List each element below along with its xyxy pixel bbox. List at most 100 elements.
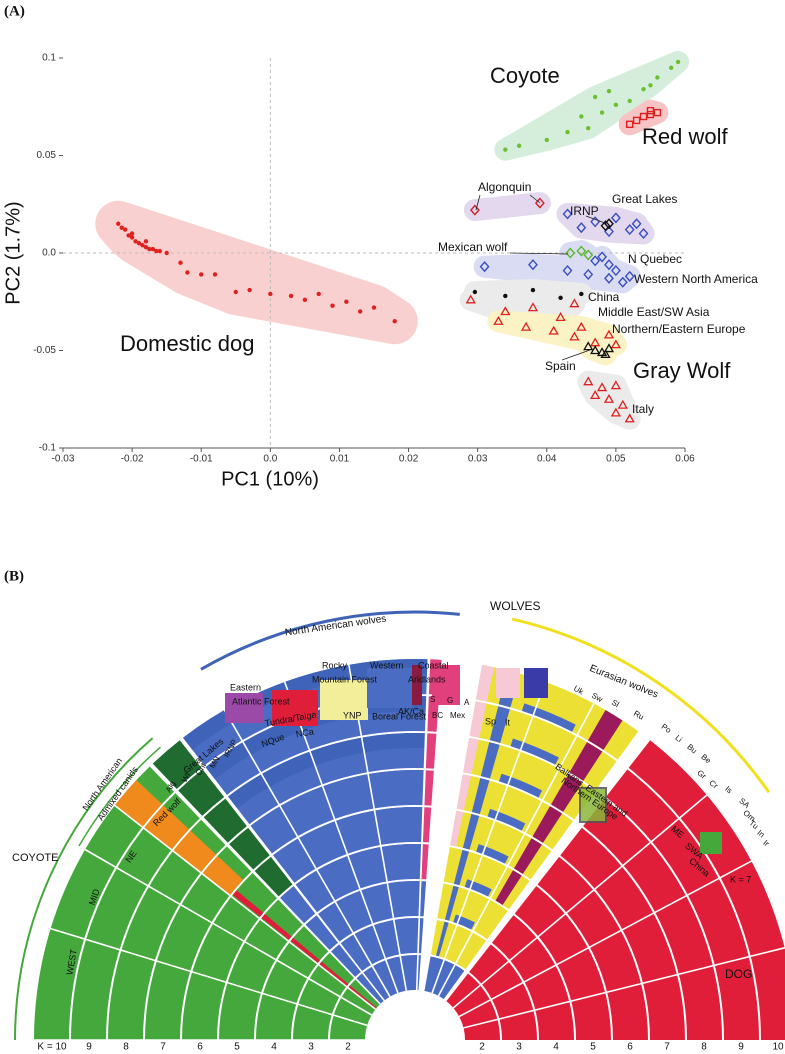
admixture-segment: [588, 710, 623, 750]
point: [143, 239, 149, 244]
admixture-segment: [489, 706, 510, 743]
admixture-segment: [468, 701, 487, 738]
y-axis-label: PC2 (1.7%): [2, 201, 24, 304]
separator: [431, 678, 548, 994]
admixture-segment: [108, 819, 227, 1040]
separator: [437, 700, 596, 997]
series-label: IRNP: [570, 204, 599, 218]
separator: [147, 763, 381, 1005]
point: [520, 321, 532, 331]
point: [123, 227, 128, 232]
point: [627, 98, 632, 104]
admixture-segment: [605, 768, 759, 1040]
diagram-label: Sw: [590, 691, 604, 704]
point: [472, 289, 478, 295]
point: [562, 264, 573, 277]
point: [178, 260, 183, 265]
inset-block: [320, 680, 368, 720]
point: [600, 349, 611, 359]
point: [565, 247, 576, 259]
point: [675, 59, 681, 65]
point: [624, 224, 635, 236]
point: [185, 270, 190, 275]
k-label: 6: [197, 1042, 203, 1053]
separator: [443, 728, 642, 1001]
x-axis-label: PC1 (10%): [221, 468, 319, 490]
admixture-segment: [536, 856, 648, 1040]
admixture-segment: [514, 885, 611, 1040]
admixture-segment: [178, 768, 225, 816]
diagram-label: S: [430, 695, 435, 704]
admixture-segment: [330, 978, 381, 1040]
point: [624, 413, 635, 423]
diagram-label: Tu: [747, 818, 760, 831]
point: [579, 291, 584, 297]
point: [500, 306, 511, 316]
group-arc: [14, 737, 154, 1041]
point: [527, 302, 539, 312]
admixture-segment: [449, 810, 464, 847]
k-label: 7: [664, 1042, 670, 1053]
point: [632, 116, 641, 125]
marks: [116, 59, 681, 423]
group-arc: [78, 746, 161, 847]
k-label: 7: [160, 1042, 166, 1053]
diagram-label: Mountain Forest: [312, 674, 378, 684]
k-label: 3: [308, 1042, 314, 1053]
point: [516, 143, 522, 148]
admixture-segment: [229, 827, 271, 870]
diagram-label: K = 7: [730, 874, 751, 884]
x-tick-label: 0.02: [399, 454, 419, 465]
admixture-segment: [532, 806, 563, 843]
series-label: Great Lakes: [612, 192, 677, 206]
diagram-label: Coastal: [418, 660, 449, 670]
point: [157, 248, 162, 254]
diagram-label: BC: [432, 711, 443, 720]
leader-line: [475, 194, 481, 211]
point: [586, 126, 591, 131]
admixture-segment: [419, 881, 427, 917]
point: [503, 293, 508, 299]
admixture-segment: [436, 921, 449, 957]
point: [469, 204, 480, 216]
group-hull: [473, 253, 641, 294]
separator: [445, 736, 653, 1002]
separator: [111, 802, 377, 1010]
point: [392, 319, 397, 324]
point: [638, 227, 649, 240]
point: [604, 272, 614, 284]
point: [154, 248, 159, 254]
admixture-segment: [290, 937, 321, 963]
point: [646, 106, 655, 115]
point: [129, 231, 135, 236]
inset-block: [700, 832, 722, 854]
k-label: 6: [627, 1042, 633, 1053]
separator: [463, 946, 785, 1029]
diagram-label: Cr: [707, 778, 720, 791]
k-label: 4: [271, 1042, 277, 1053]
admixture-segment: [293, 952, 355, 1040]
diagram-label: Bu: [685, 742, 698, 755]
series-label: Middle East/SW Asia: [598, 305, 710, 319]
inset-block: [496, 668, 520, 698]
admixture-segment: [427, 696, 439, 732]
diagram-label: Sp: [485, 716, 496, 726]
point: [576, 321, 587, 331]
inset-block: [432, 665, 460, 705]
series-label: Italy: [632, 402, 654, 416]
point: [590, 255, 601, 267]
admixture-segment: [559, 827, 685, 1040]
point: [569, 331, 580, 341]
inset-block: [272, 690, 318, 726]
point: [579, 114, 584, 119]
diagram-label: Boreal Forest: [372, 711, 427, 721]
k-label: 4: [553, 1042, 559, 1053]
point: [147, 246, 152, 252]
admixture-segment: [34, 765, 175, 1040]
admixture-segment: [471, 778, 490, 815]
point: [212, 272, 218, 277]
panel-label: (B): [4, 568, 24, 584]
point: [603, 393, 615, 403]
k-label: 8: [123, 1042, 129, 1053]
